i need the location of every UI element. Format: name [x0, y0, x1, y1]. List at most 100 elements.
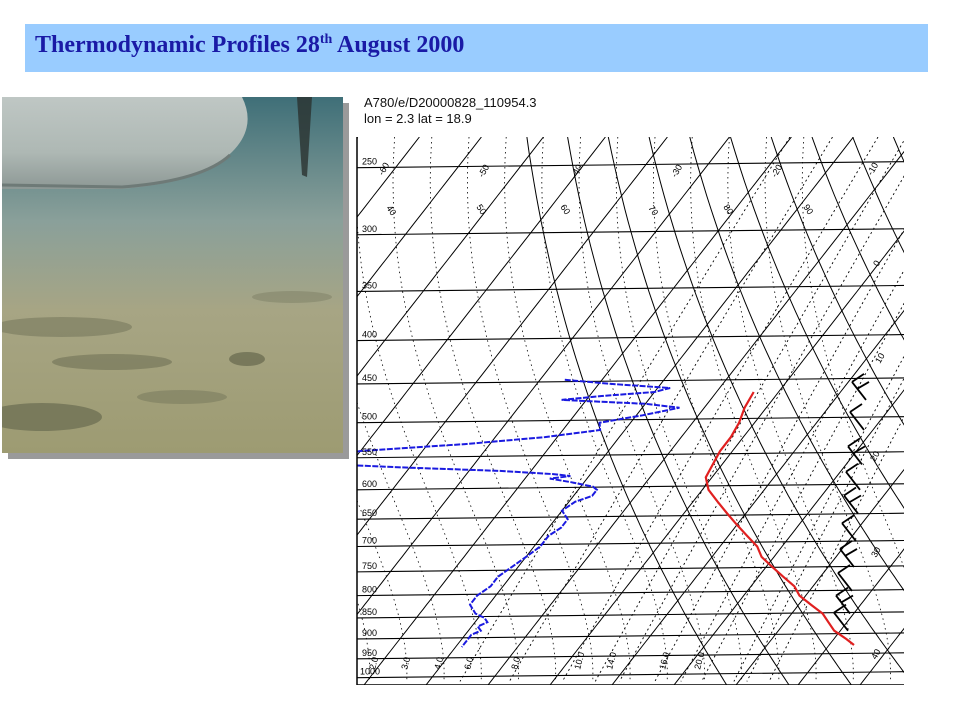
wind-barb-staff — [845, 471, 861, 491]
wind-barb-flag — [840, 594, 854, 604]
isobar-line — [357, 652, 904, 660]
moist-adiabat-line — [504, 137, 631, 682]
dry-adiabat-line — [607, 137, 852, 685]
isotherm-label: -50 — [476, 163, 491, 179]
moist-adiabat-line — [652, 137, 780, 682]
isotherm-line — [611, 309, 904, 685]
isotherm-label: -30 — [669, 163, 684, 179]
wind-barb-staff — [841, 522, 857, 542]
isobar-line — [357, 284, 904, 293]
isobar-line — [357, 512, 904, 520]
isotherm-label: 0 — [871, 259, 882, 268]
mixing-ratio-label: 2.0 — [367, 656, 380, 671]
isotherm-line — [357, 137, 730, 616]
mixing-ratio-label: 10.0 — [572, 651, 586, 671]
dewpoint-profile-line — [357, 378, 680, 648]
mixing-ratio-label: 6.0 — [462, 656, 475, 671]
mixing-ratio-label: 4.0 — [432, 656, 445, 671]
moist-adiabat-line — [357, 401, 445, 682]
dry-adiabat-line — [852, 137, 904, 254]
wind-barb-flag — [845, 463, 859, 473]
isobar-line — [357, 565, 904, 573]
pressure-tick-label: 850 — [362, 607, 377, 617]
isotherm-label: 30 — [869, 545, 883, 559]
wind-barb-flag — [849, 403, 863, 413]
pressure-tick-label: 900 — [362, 628, 377, 638]
wind-barb-flag — [847, 437, 861, 448]
isobar-line — [357, 334, 904, 342]
sounding-location: lon = 2.3 lat = 18.9 — [364, 111, 472, 126]
wind-barb-staff — [851, 381, 867, 401]
mixing-ratio-label: 3.0 — [399, 656, 412, 671]
wind-barb-flag — [851, 373, 865, 383]
pressure-tick-label: 1000 — [360, 667, 380, 677]
isotherm-line — [357, 137, 420, 218]
wind-barb-staff — [847, 445, 863, 465]
isotherm-label: 10 — [873, 351, 887, 365]
wind-barb-staff — [837, 572, 853, 592]
temperature-profile-line — [704, 391, 855, 646]
dry-adiabat-label: 40 — [384, 203, 398, 217]
wind-barb-flag — [848, 494, 862, 504]
isotherm-line — [549, 230, 904, 685]
wind-barb-flag — [835, 586, 849, 597]
isobar-line — [357, 671, 904, 679]
sounding-id: A780/e/D20000828_110954.3 — [364, 95, 537, 110]
wind-barb-staff — [833, 612, 849, 632]
dry-adiabat-line — [770, 137, 904, 426]
wind-barb-flag — [856, 381, 870, 390]
pressure-tick-label: 450 — [362, 373, 377, 383]
dry-adiabat-line — [567, 137, 790, 685]
wind-barb-flag — [844, 548, 858, 557]
wind-barb-flag — [837, 564, 851, 574]
isotherm-line — [673, 389, 904, 685]
mixing-ratio-line — [733, 355, 904, 682]
isotherm-label: -60 — [376, 161, 391, 177]
moist-adiabat-line — [357, 499, 408, 682]
title-bar: Thermodynamic Profiles 28th August 2000 — [25, 24, 928, 72]
isotherm-line — [357, 137, 668, 536]
moist-adiabat-line — [801, 137, 904, 569]
moist-adiabat-line — [466, 137, 594, 682]
mixing-ratio-line — [509, 137, 833, 682]
aerial-photo-aircraft-wing-over-desert-icon — [2, 97, 343, 453]
mixing-ratio-line — [746, 377, 904, 682]
mixing-ratio-line — [619, 175, 904, 682]
mixing-ratio-line — [701, 302, 904, 682]
moist-adiabat-line — [357, 137, 482, 682]
pressure-tick-label: 700 — [362, 535, 377, 545]
isobar-line — [357, 632, 904, 640]
moist-adiabat-line — [690, 137, 817, 682]
wind-barb-flag — [852, 445, 866, 455]
isobar-line — [357, 416, 904, 424]
moist-adiabat-line — [764, 137, 891, 682]
pressure-tick-label: 600 — [362, 479, 377, 489]
isobar-line — [357, 161, 904, 169]
mixing-ratio-label: 8.0 — [509, 656, 522, 671]
moist-adiabat-line — [357, 598, 371, 682]
dry-adiabat-label: 50 — [474, 202, 488, 216]
moist-adiabat-line — [429, 137, 557, 682]
isotherm-line — [859, 627, 904, 685]
moist-adiabat-line — [615, 137, 743, 682]
isotherm-label: -10 — [865, 161, 880, 177]
wind-barb-staff — [843, 494, 859, 515]
pressure-tick-label: 800 — [362, 585, 377, 595]
slide-title: Thermodynamic Profiles 28th August 2000 — [35, 32, 465, 58]
aerial-photo — [2, 97, 343, 453]
wind-barb-staff — [835, 595, 851, 615]
isotherm-label: -20 — [769, 163, 784, 179]
mixing-ratio-line — [562, 137, 879, 682]
wind-barb-staff — [839, 548, 855, 568]
moist-adiabat-line — [578, 137, 705, 682]
mixing-ratio-label: 20.0 — [692, 651, 706, 671]
pressure-tick-label: 750 — [362, 561, 377, 571]
pressure-tick-label: 350 — [362, 280, 377, 290]
mixing-ratio-line — [680, 269, 904, 682]
isobar-line — [357, 589, 904, 597]
wind-barb-staff — [849, 411, 865, 431]
pressure-tick-label: 400 — [362, 330, 377, 340]
isotherm-line — [425, 137, 854, 685]
isobar-line — [357, 451, 904, 459]
dry-adiabat-line — [526, 137, 728, 685]
